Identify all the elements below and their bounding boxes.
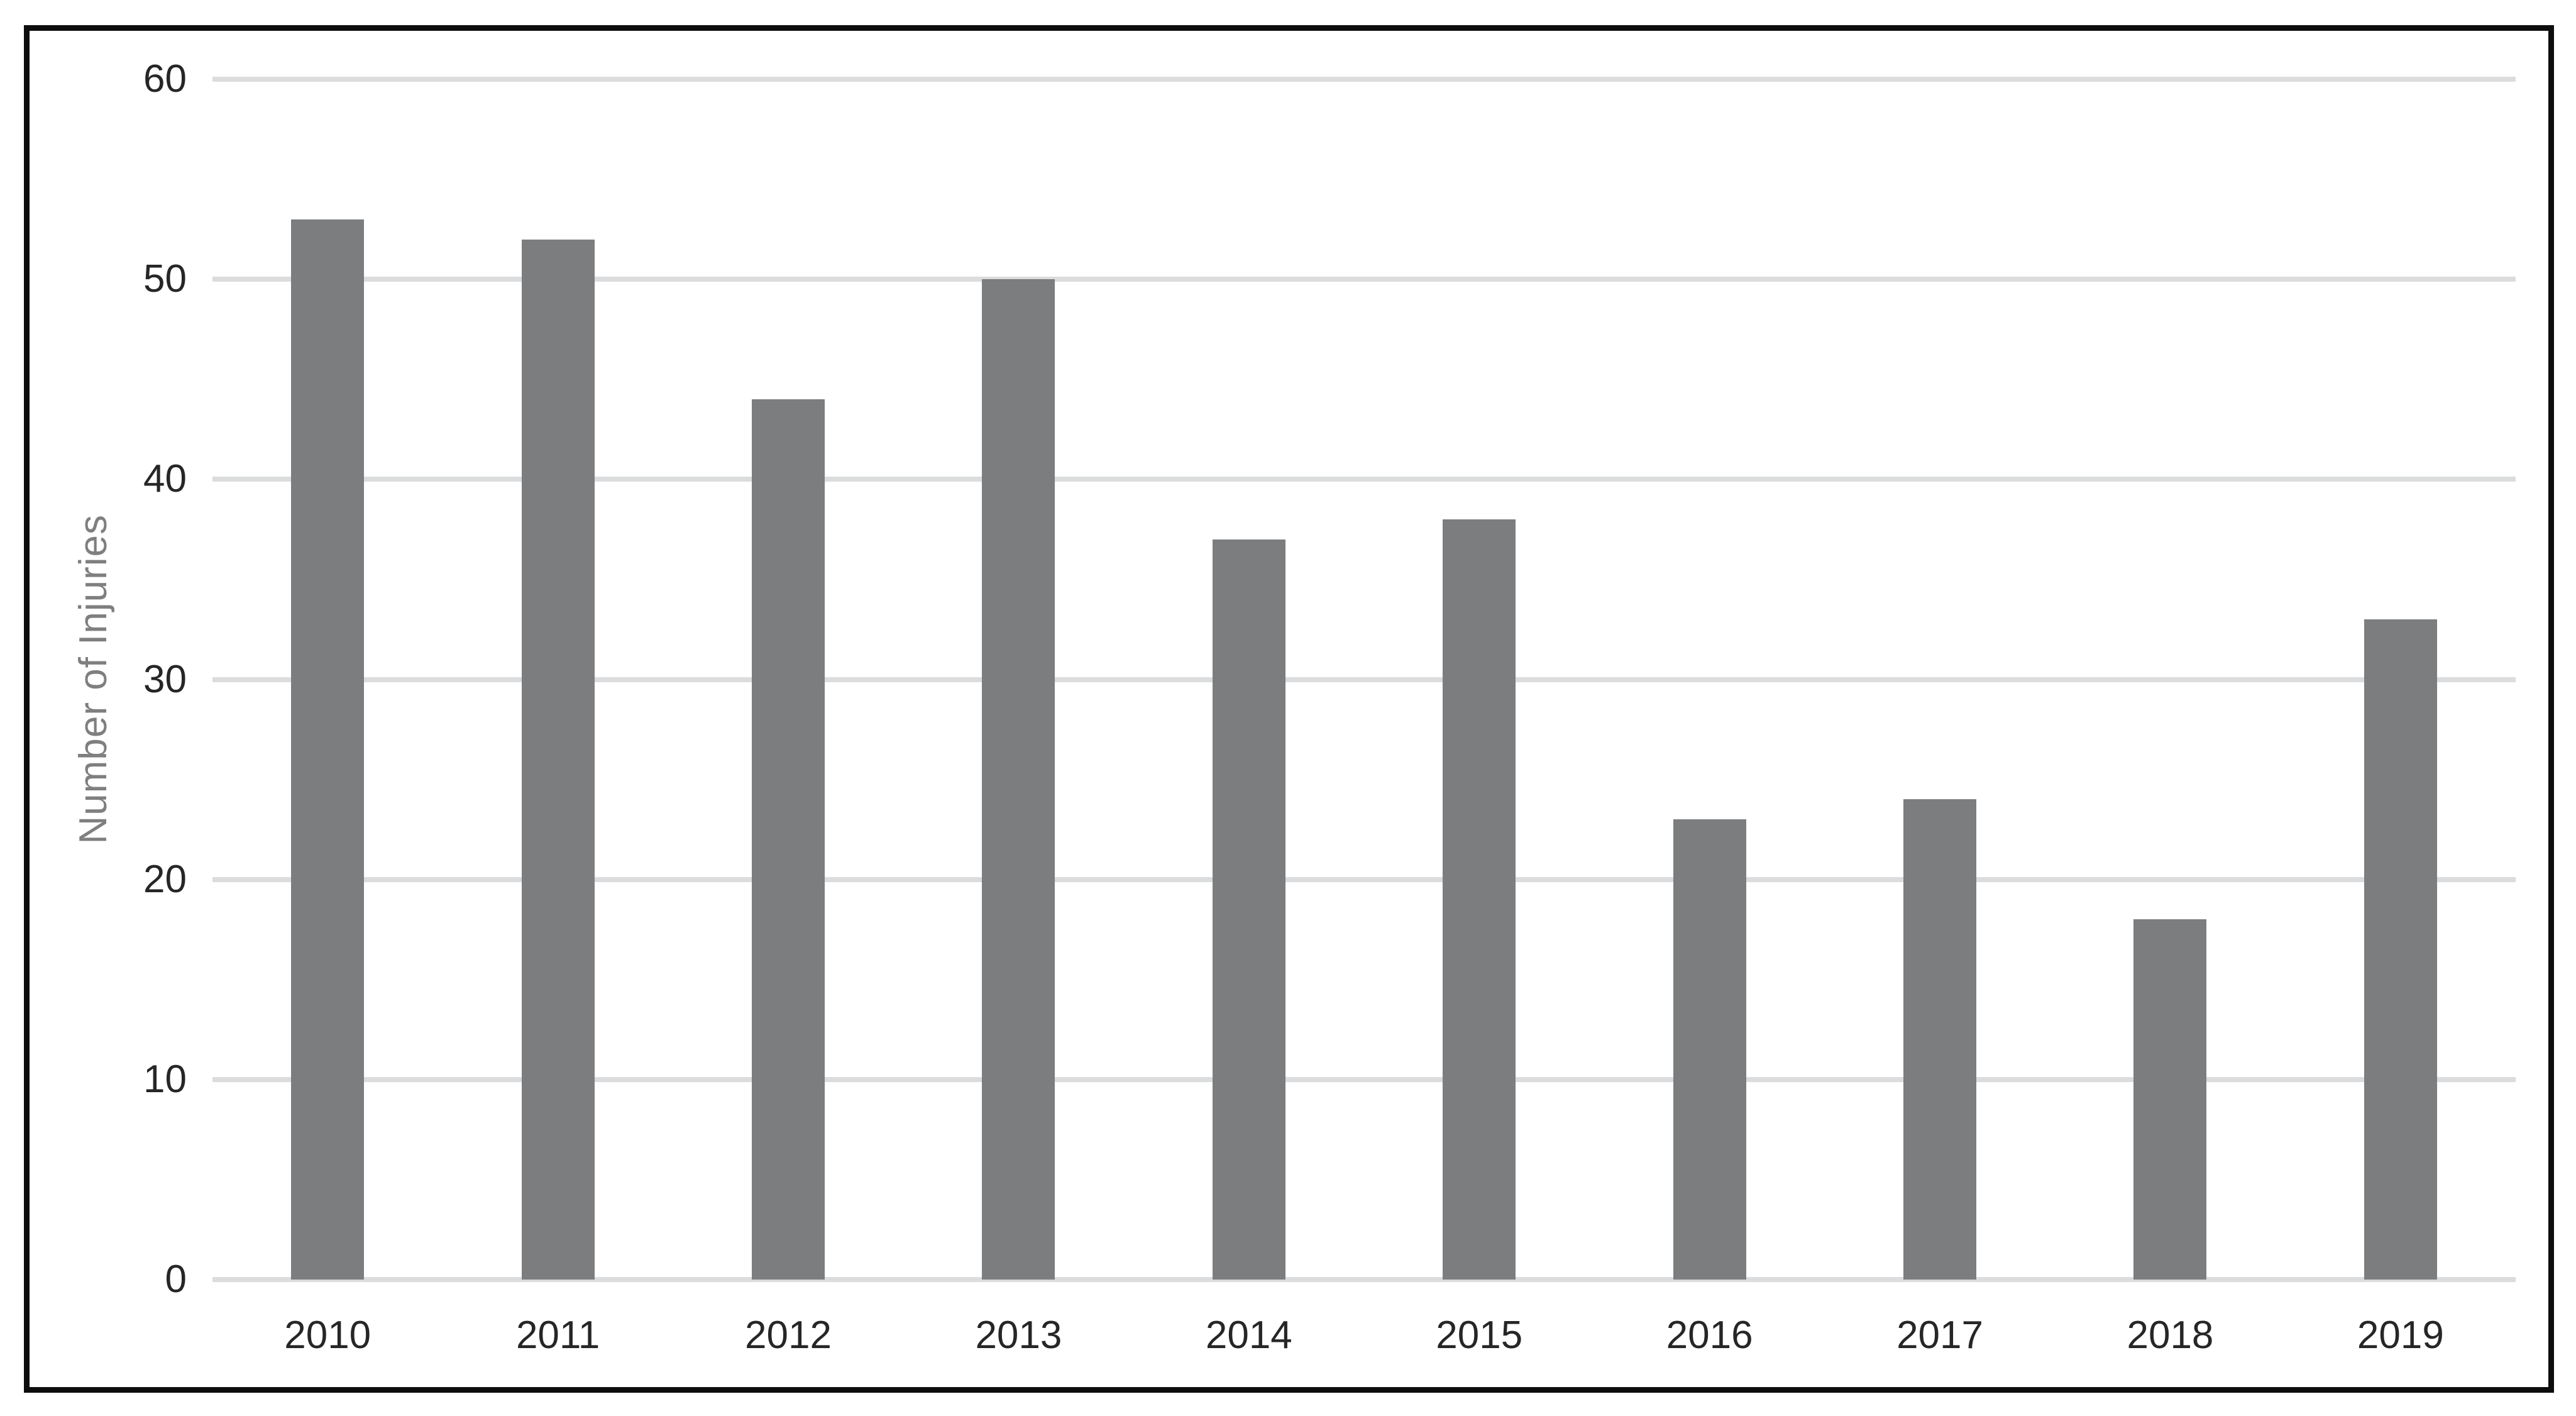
x-tick-label: 2018 (2127, 1314, 2214, 1357)
x-tick-label: 2014 (1205, 1314, 1292, 1357)
bar-slot (1364, 79, 1594, 1280)
bar-2010 (291, 219, 365, 1280)
plot-area (212, 77, 2516, 1282)
gridline-30 (212, 677, 2516, 682)
y-tick-label: 10 (143, 1057, 187, 1101)
y-tick-label: 0 (165, 1258, 187, 1301)
bar-2019 (2364, 619, 2437, 1280)
bar-2018 (2133, 919, 2207, 1280)
y-tick-label: 60 (143, 57, 187, 101)
bar-2015 (1443, 519, 1516, 1280)
y-tick-label: 50 (143, 257, 187, 301)
y-axis-ticks: 0 10 20 30 40 50 60 (30, 60, 187, 1299)
bar-2014 (1212, 539, 1285, 1280)
bar-slot (673, 79, 903, 1280)
bar-slot (443, 79, 673, 1280)
bars (212, 79, 2516, 1280)
bar-slot (1594, 79, 1824, 1280)
gridline-50 (212, 277, 2516, 282)
x-tick-label: 2016 (1666, 1314, 1753, 1357)
y-tick-label: 30 (143, 657, 187, 701)
bar-slot (2286, 79, 2516, 1280)
bar-2017 (1903, 799, 1977, 1280)
x-tick-label: 2015 (1436, 1314, 1523, 1357)
x-tick-label: 2019 (2357, 1314, 2444, 1357)
x-axis-ticks: 2010 2011 2012 2013 2014 2015 2016 2017 2018 2019 (212, 1316, 2516, 1355)
gridline-20 (212, 877, 2516, 882)
gridline-40 (212, 477, 2516, 482)
y-tick-label: 40 (143, 457, 187, 501)
bar-slot (903, 79, 1133, 1280)
bar-2012 (752, 399, 825, 1280)
bar-slot (2055, 79, 2285, 1280)
bar-slot (1134, 79, 1364, 1280)
bar-2013 (982, 279, 1055, 1280)
x-tick-label: 2010 (284, 1314, 372, 1357)
x-tick-label: 2011 (515, 1314, 600, 1357)
bar-2011 (521, 239, 595, 1280)
x-tick-label: 2017 (1896, 1314, 1984, 1357)
gridline-60 (212, 77, 2516, 82)
y-tick-label: 20 (143, 857, 187, 901)
x-tick-label: 2013 (975, 1314, 1062, 1357)
x-tick-label: 2012 (745, 1314, 832, 1357)
bar-slot (1825, 79, 2055, 1280)
bar-slot (212, 79, 443, 1280)
chart-figure: Number of Injuries 0 10 20 30 40 50 60 2010 201… (24, 25, 2554, 1393)
bar-2016 (1673, 819, 1746, 1280)
gridline-10 (212, 1076, 2516, 1082)
gridline-0 (212, 1277, 2516, 1282)
